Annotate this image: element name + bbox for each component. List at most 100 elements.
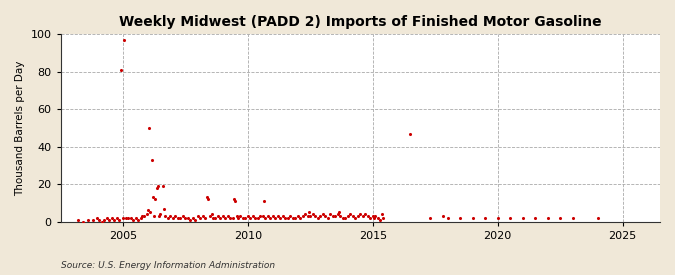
Point (91, 216, 102, 220)
Point (125, 216, 136, 220)
Point (265, 216, 276, 220)
Point (425, 216, 435, 220)
Point (220, 216, 231, 220)
Point (467, 216, 478, 220)
Point (304, 210, 315, 214)
Point (232, 214, 242, 218)
Point (365, 216, 376, 220)
Point (345, 212, 356, 216)
Point (235, 214, 246, 218)
Point (263, 214, 273, 218)
Point (305, 214, 316, 218)
Point (202, 197, 213, 201)
Point (455, 216, 466, 220)
Point (192, 214, 203, 218)
Point (210, 216, 221, 220)
Point (97, 219, 107, 224)
Point (201, 195, 212, 200)
Point (492, 216, 503, 220)
Point (167, 216, 178, 220)
Point (230, 199, 241, 203)
Point (310, 214, 321, 218)
Point (480, 216, 491, 220)
Point (260, 216, 271, 220)
Point (180, 216, 191, 220)
Point (82, 218, 93, 222)
Point (238, 216, 248, 220)
Point (277, 214, 288, 218)
Point (155, 212, 166, 216)
Point (200, 216, 211, 220)
Point (350, 216, 360, 220)
Point (157, 184, 168, 188)
Point (340, 216, 351, 220)
Point (232, 216, 243, 220)
Point (338, 216, 348, 220)
Point (330, 214, 341, 218)
Point (139, 214, 150, 218)
Point (173, 216, 184, 220)
Point (132, 218, 143, 222)
Point (188, 216, 198, 220)
Point (111, 216, 122, 220)
Point (405, 131, 416, 136)
Point (377, 216, 388, 220)
Point (178, 214, 188, 218)
Point (288, 216, 298, 220)
Point (182, 216, 193, 220)
Point (148, 195, 159, 200)
Point (229, 197, 240, 201)
Point (369, 216, 379, 220)
Point (151, 186, 162, 190)
Point (360, 212, 371, 216)
Point (185, 218, 196, 222)
Text: Source: U.S. Energy Information Administration: Source: U.S. Energy Information Administ… (61, 260, 275, 270)
Point (592, 216, 603, 220)
Point (270, 216, 281, 220)
Point (282, 216, 293, 220)
Point (101, 216, 112, 220)
Point (437, 214, 448, 218)
Point (207, 212, 217, 216)
Point (99, 218, 110, 222)
Point (88, 218, 99, 222)
Point (327, 214, 338, 218)
Point (207, 216, 218, 220)
Point (94, 218, 105, 222)
Point (245, 216, 256, 220)
Point (320, 214, 331, 218)
Point (252, 216, 263, 220)
Point (317, 212, 328, 216)
Point (333, 210, 344, 214)
Point (141, 212, 152, 216)
Point (205, 214, 216, 218)
Point (323, 216, 333, 220)
Point (505, 216, 516, 220)
Point (442, 216, 453, 220)
Point (240, 216, 251, 220)
Point (280, 216, 291, 220)
Point (355, 212, 366, 216)
Point (298, 214, 308, 218)
Point (248, 214, 259, 218)
Point (555, 216, 566, 220)
Point (170, 214, 181, 218)
Point (190, 218, 201, 222)
Point (373, 216, 383, 220)
Point (154, 214, 165, 218)
Point (517, 216, 528, 220)
Point (342, 214, 353, 218)
Point (78, 219, 88, 224)
Point (257, 214, 268, 218)
Point (128, 218, 138, 222)
Point (370, 214, 381, 218)
Point (292, 214, 303, 218)
Point (159, 207, 169, 211)
Point (267, 214, 278, 218)
Point (107, 216, 117, 220)
Point (73, 218, 84, 222)
Point (145, 210, 156, 214)
Point (135, 216, 146, 220)
Point (115, 68, 126, 72)
Point (300, 212, 310, 216)
